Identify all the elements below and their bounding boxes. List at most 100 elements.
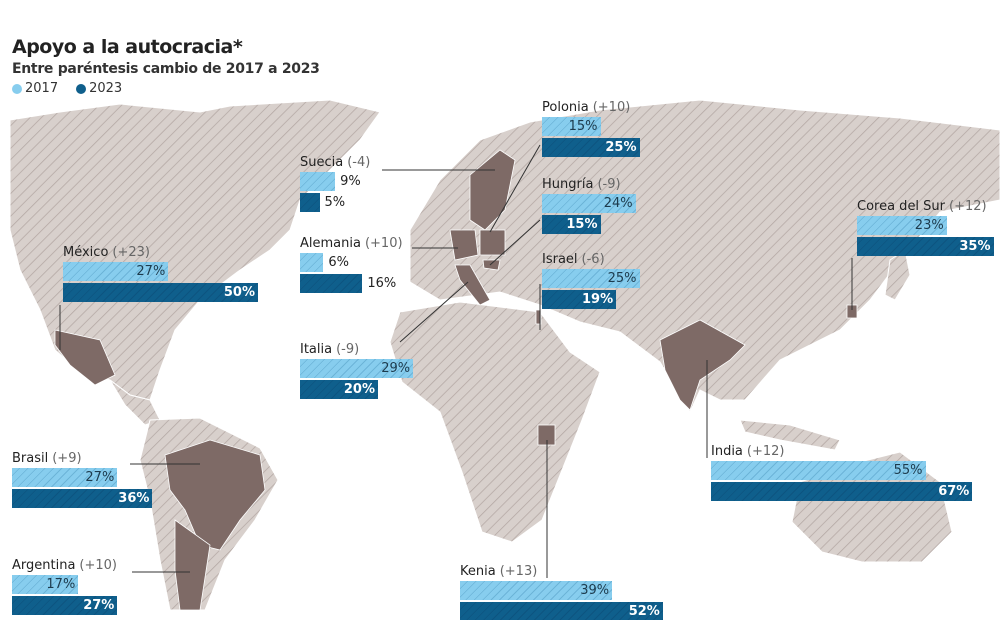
data-label: 23% (914, 218, 944, 233)
change-label: (+9) (52, 451, 82, 466)
change-label: (+10) (364, 236, 403, 251)
bar-2017-argentina: 17% (12, 575, 412, 594)
change-label: (+10) (79, 558, 117, 573)
data-label: 27% (83, 598, 115, 613)
bar-fill (857, 216, 947, 235)
bar-fill (12, 575, 79, 594)
leader-lines (59, 144, 853, 578)
change-label: (-4) (347, 155, 371, 170)
chart-subtitle: Entre paréntesis cambio de 2017 a 2023 (12, 61, 320, 77)
legend-label-2023: 2023 (89, 81, 123, 96)
bar-2023-brasil: 36% (12, 489, 412, 508)
country-name: Argentina (+10) (12, 559, 412, 573)
data-label: 9% (340, 174, 361, 189)
change-label: (+10) (592, 100, 631, 115)
bar-fill (300, 274, 363, 293)
country-block-polonia: Polonia (+10) 15% 25% (542, 101, 942, 157)
bar-2017-suecia: 9% (300, 172, 370, 191)
change-label: (-6) (581, 252, 605, 267)
country-block-india: India (+12) 55% 67% (711, 445, 1006, 501)
bar-fill (12, 468, 118, 487)
country-label: Israel (542, 252, 578, 267)
bar-fill (460, 602, 663, 620)
bar-2017-polonia: 15% (542, 117, 942, 136)
legend-item-2023: 2023 (76, 81, 122, 96)
country-label: India (711, 444, 743, 459)
country-label: Italia (300, 342, 333, 357)
country-label: Corea del Sur (857, 199, 946, 214)
bar-fill (542, 215, 601, 234)
data-label: 27% (136, 264, 166, 279)
bar-fill (542, 194, 636, 213)
bar-fill (12, 489, 153, 508)
country-name: Kenia (+13) (460, 565, 860, 579)
bar-2017-israel: 25% (542, 269, 942, 288)
bar-fill (460, 581, 613, 600)
data-label: 5% (324, 195, 346, 210)
africa (389, 301, 601, 543)
change-label: (-9) (336, 342, 360, 357)
bar-fill (711, 461, 926, 480)
country-name: Hungría (-9) (542, 178, 942, 192)
country-block-italia: Italia (-9) 29% 20% (300, 343, 700, 399)
country-name: Corea del Sur (+12) (857, 200, 1006, 214)
country-block-argentina: Argentina (+10) 17% 27% (12, 559, 412, 615)
country-label: Kenia (460, 564, 496, 579)
change-label: (+23) (112, 245, 150, 260)
bar-fill (857, 237, 994, 256)
mexico-highlight (54, 329, 116, 386)
country-label: Brasil (12, 451, 49, 466)
bar-2023-alemania: 16% (300, 274, 403, 293)
bar-fill (542, 138, 640, 157)
change-label: (+12) (949, 199, 987, 214)
data-label: 39% (580, 583, 610, 598)
data-label: 27% (85, 470, 115, 485)
bar-2017-mexico: 27% (63, 262, 463, 281)
indonesia (739, 419, 841, 451)
data-label: 20% (343, 382, 375, 397)
country-name: Alemania (+10) (300, 237, 403, 251)
country-name: Italia (-9) (300, 343, 700, 357)
country-block-alemania: Alemania (+10) 6% 16% (300, 237, 403, 293)
country-label: Alemania (300, 236, 361, 251)
country-block-suecia: Suecia (-4) 9% 5% (300, 156, 370, 212)
change-label: (+13) (499, 564, 538, 579)
bar-fill (12, 596, 118, 615)
change-label: (+12) (746, 444, 785, 459)
bar-2023-india: 67% (711, 482, 1006, 501)
country-name: Israel (-6) (542, 253, 942, 267)
hungary-highlight (482, 259, 501, 271)
data-label: 35% (959, 239, 991, 254)
data-label: 55% (893, 463, 923, 478)
data-label: 67% (938, 484, 970, 499)
data-label: 24% (603, 196, 633, 211)
data-label: 25% (605, 140, 637, 155)
bar-fill (300, 193, 320, 212)
bar-2023-suecia: 5% (300, 193, 370, 212)
change-label: (-9) (597, 177, 621, 192)
bar-2023-corea-del-sur: 35% (857, 237, 1006, 256)
bar-2023-hungria: 15% (542, 215, 942, 234)
bar-fill (63, 283, 258, 302)
country-block-corea-del-sur: Corea del Sur (+12) 23% 35% (857, 200, 1006, 256)
bar-fill (300, 172, 336, 191)
data-label: 16% (367, 276, 397, 291)
legend-swatch-2017 (12, 83, 22, 94)
country-block-israel: Israel (-6) 25% 19% (542, 253, 942, 309)
bar-2017-kenia: 39% (460, 581, 860, 600)
poland-highlight (479, 229, 506, 256)
chart-title: Apoyo a la autocracia* (12, 36, 243, 58)
bar-fill (711, 482, 973, 501)
country-name: Suecia (-4) (300, 156, 370, 170)
data-label: 19% (581, 292, 614, 307)
data-label: 52% (628, 604, 660, 619)
bar-2023-italia: 20% (300, 380, 700, 399)
bar-2023-israel: 19% (542, 290, 942, 309)
bar-2017-alemania: 6% (300, 253, 403, 272)
bar-fill (542, 269, 640, 288)
country-name: Polonia (+10) (542, 101, 942, 115)
leader-line-italia (399, 281, 469, 343)
bar-2017-hungria: 24% (542, 194, 942, 213)
